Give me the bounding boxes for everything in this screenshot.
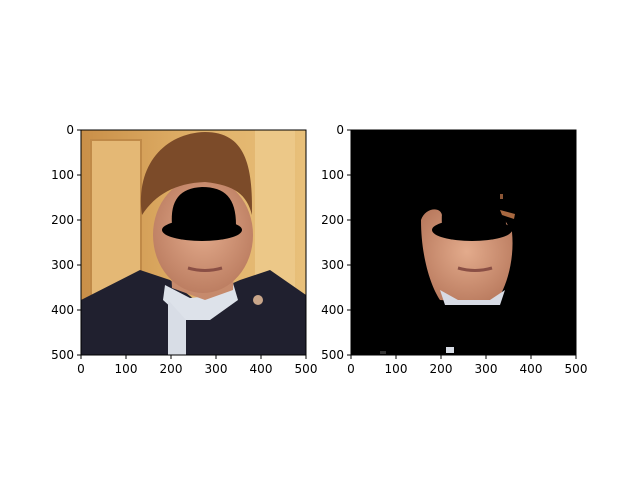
x-tick-label: 0 xyxy=(77,362,85,376)
brooch xyxy=(253,295,263,305)
stray-fragment xyxy=(500,210,515,219)
stray-fragment xyxy=(446,347,454,353)
right-axes-frame xyxy=(350,129,577,356)
y-tick-label: 0 xyxy=(336,123,344,137)
y-tick-label: 500 xyxy=(321,348,344,362)
right-image-panel xyxy=(351,130,576,355)
y-tick-label: 200 xyxy=(321,213,344,227)
shirt-front xyxy=(168,300,186,355)
mouth xyxy=(187,266,223,272)
x-tick-label: 100 xyxy=(115,362,138,376)
y-tick-label: 300 xyxy=(51,258,74,272)
hair xyxy=(140,132,253,215)
stray-fragment xyxy=(380,351,386,354)
y-tick-label: 100 xyxy=(51,168,74,182)
x-tick-label: 300 xyxy=(475,362,498,376)
black-mask xyxy=(162,187,242,241)
x-tick-label: 200 xyxy=(430,362,453,376)
y-tick-label: 400 xyxy=(321,303,344,317)
x-tick-label: 300 xyxy=(205,362,228,376)
y-tick-label: 300 xyxy=(321,258,344,272)
left-axes-frame xyxy=(80,129,307,356)
left-image-panel xyxy=(81,130,306,355)
black-mask-right xyxy=(432,187,512,241)
y-tick-label: 500 xyxy=(51,348,74,362)
segmented-shirt xyxy=(440,290,505,305)
y-tick-label: 200 xyxy=(51,213,74,227)
x-tick-label: 400 xyxy=(250,362,273,376)
stray-fragment xyxy=(500,194,503,199)
x-tick-label: 400 xyxy=(520,362,543,376)
x-tick-label: 200 xyxy=(160,362,183,376)
segmented-mouth xyxy=(457,266,493,272)
y-tick-label: 100 xyxy=(321,168,344,182)
x-tick-label: 0 xyxy=(347,362,355,376)
x-tick-label: 100 xyxy=(385,362,408,376)
y-tick-label: 0 xyxy=(66,123,74,137)
x-tick-label: 500 xyxy=(565,362,588,376)
y-tick-label: 400 xyxy=(51,303,74,317)
x-tick-label: 500 xyxy=(295,362,318,376)
